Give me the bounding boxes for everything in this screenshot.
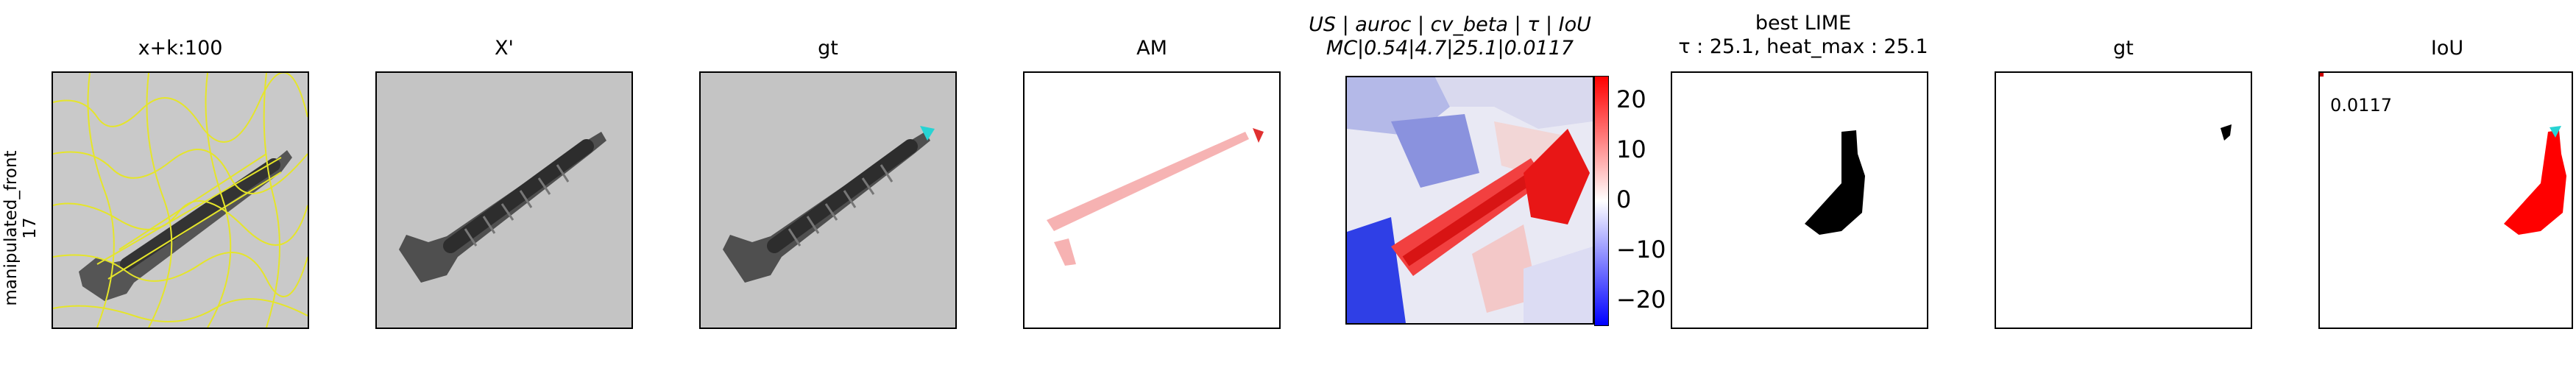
- panel-5-title-line2: MC|0.54|4.7|25.1|0.0117: [1326, 37, 1574, 60]
- colorbar-tick-neg20: −20: [1616, 286, 1666, 314]
- panel-8-title: IoU: [2430, 37, 2464, 60]
- panel-superpixel-overlay: [52, 71, 309, 329]
- colorbar-tick-neg10: −10: [1616, 236, 1666, 263]
- panel-segment-heatmap: [1345, 76, 1594, 325]
- panel-ground-truth-image: [699, 71, 957, 329]
- panel-2-title: X': [495, 37, 514, 60]
- row-label-line2: 17: [21, 217, 40, 239]
- row-label-line1: manipulated_front: [1, 150, 21, 306]
- input-image: [377, 73, 631, 328]
- panel-6-title: best LIME τ : 25.1, heat_max : 25.1: [1656, 12, 1950, 60]
- colorbar-tick-0: 0: [1616, 185, 1632, 213]
- gt-mask: [1996, 73, 2251, 328]
- panel-6-title-line2: τ : 25.1, heat_max : 25.1: [1678, 35, 1928, 59]
- lime-mask: [1672, 73, 1927, 328]
- attribution-map: [1025, 73, 1279, 328]
- gt-marker: [920, 126, 935, 141]
- colorbar-tick-20: 20: [1616, 85, 1646, 113]
- gt-image: [701, 73, 955, 328]
- panel-7-title: gt: [2113, 37, 2134, 60]
- colorbar: [1594, 76, 1609, 326]
- panel-4-title: AM: [1136, 37, 1167, 60]
- panel-input-image: [375, 71, 633, 329]
- panel-iou: 0.0117: [2318, 71, 2573, 329]
- panel-gt-mask: [1995, 71, 2252, 329]
- panel-5-title-line1: US | auroc | cv_beta | τ | IoU: [1309, 13, 1591, 36]
- panel-5-title: US | auroc | cv_beta | τ | IoU MC|0.54|4…: [1266, 13, 1634, 61]
- iou-map: [2320, 73, 2572, 328]
- panel-attribution-map: [1023, 71, 1281, 329]
- superpixel-image: [53, 73, 308, 328]
- iou-value-label: 0.0117: [2330, 95, 2392, 116]
- row-label: manipulated_front 17: [1, 118, 40, 339]
- panel-6-title-line1: best LIME: [1755, 12, 1852, 35]
- superpixel-boundaries: [53, 73, 308, 328]
- panel-3-title: gt: [818, 37, 838, 60]
- segment-heatmap: [1347, 77, 1593, 323]
- panel-best-lime: [1671, 71, 1928, 329]
- panel-1-title: x+k:100: [138, 37, 223, 60]
- colorbar-tick-10: 10: [1616, 135, 1646, 163]
